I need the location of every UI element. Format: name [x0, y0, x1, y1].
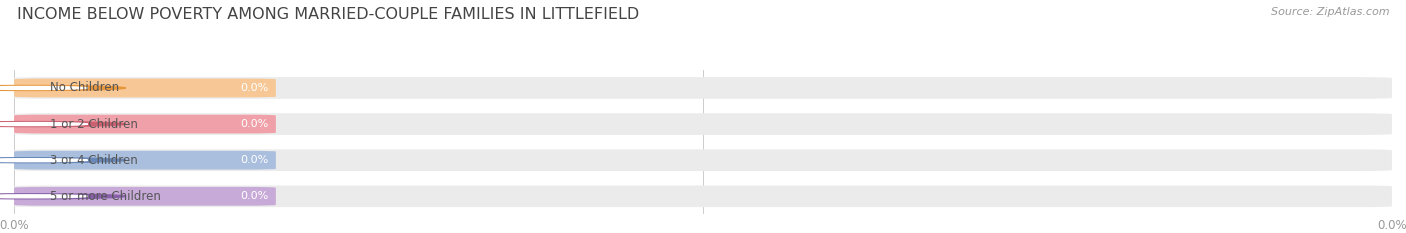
Circle shape: [0, 195, 87, 198]
Text: No Children: No Children: [49, 82, 120, 94]
Circle shape: [0, 123, 87, 126]
FancyBboxPatch shape: [14, 151, 276, 170]
FancyBboxPatch shape: [14, 149, 1392, 171]
Text: 0.0%: 0.0%: [240, 83, 269, 93]
Text: 0.0%: 0.0%: [240, 155, 269, 165]
Text: Source: ZipAtlas.com: Source: ZipAtlas.com: [1271, 7, 1389, 17]
Text: 1 or 2 Children: 1 or 2 Children: [49, 118, 138, 130]
Text: 0.0%: 0.0%: [240, 191, 269, 201]
Circle shape: [0, 86, 87, 89]
Circle shape: [0, 159, 87, 162]
FancyBboxPatch shape: [14, 77, 1392, 99]
Circle shape: [0, 158, 125, 163]
FancyBboxPatch shape: [14, 187, 276, 206]
Text: 0.0%: 0.0%: [240, 119, 269, 129]
Text: 3 or 4 Children: 3 or 4 Children: [49, 154, 138, 167]
FancyBboxPatch shape: [14, 185, 1392, 207]
Text: 5 or more Children: 5 or more Children: [49, 190, 160, 203]
Circle shape: [0, 86, 125, 90]
Circle shape: [0, 194, 125, 199]
FancyBboxPatch shape: [14, 79, 276, 97]
FancyBboxPatch shape: [14, 113, 1392, 135]
Circle shape: [0, 122, 125, 127]
FancyBboxPatch shape: [14, 115, 276, 134]
Text: INCOME BELOW POVERTY AMONG MARRIED-COUPLE FAMILIES IN LITTLEFIELD: INCOME BELOW POVERTY AMONG MARRIED-COUPL…: [17, 7, 640, 22]
